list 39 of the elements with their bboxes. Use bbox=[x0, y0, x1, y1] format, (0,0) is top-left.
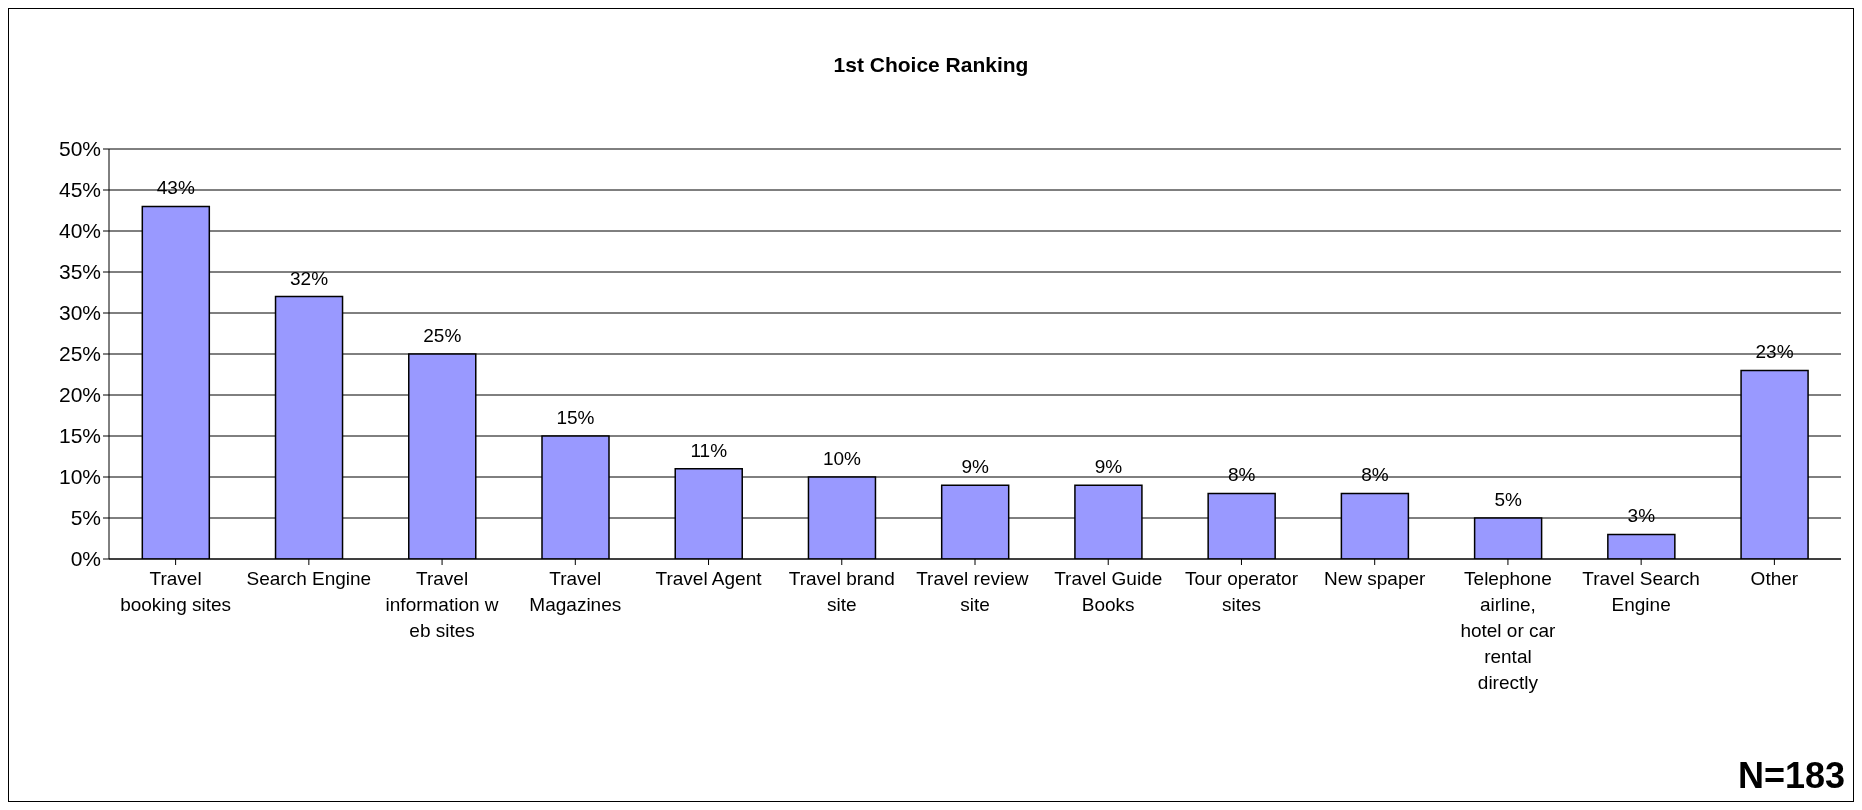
y-tick-label: 45% bbox=[58, 178, 101, 202]
data-label: 11% bbox=[690, 439, 728, 461]
text: N=183 bbox=[1737, 755, 1845, 797]
y-tick-label: 15% bbox=[58, 424, 101, 448]
data-label: 15% bbox=[556, 407, 595, 428]
y-tick-label: 25% bbox=[58, 342, 101, 366]
y-tick-label: 5% bbox=[70, 506, 101, 530]
y-tick-label: 35% bbox=[58, 260, 101, 284]
y-tick-label: 20% bbox=[58, 383, 101, 407]
data-label: 9% bbox=[961, 456, 990, 478]
data-label: 23% bbox=[1755, 341, 1794, 363]
x-tick-label: Travel booking sites bbox=[120, 568, 232, 615]
x-tick-label: Travel review site bbox=[916, 568, 1034, 615]
x-tick-label: Other bbox=[1750, 568, 1799, 589]
x-tick-label: Telephone airline, hotel or car rental directly bbox=[1460, 568, 1557, 693]
data-label: 8% bbox=[1227, 464, 1256, 486]
x-tick-label: Travel information w eb sites bbox=[385, 568, 499, 641]
data-label: 43% bbox=[156, 177, 195, 199]
x-tick-label: Travel Search Engine bbox=[1582, 568, 1700, 615]
x-tick-label: Travel Magazines bbox=[529, 568, 622, 615]
data-label: 5% bbox=[1494, 489, 1522, 510]
data-label: 3% bbox=[1627, 505, 1656, 527]
x-tick-label: Travel Agent bbox=[655, 568, 763, 589]
data-label: 9% bbox=[1094, 456, 1123, 478]
x-tick-label: Travel Guide Books bbox=[1054, 568, 1163, 615]
x-tick-label: Search Engine bbox=[246, 568, 372, 589]
data-label: 10% bbox=[822, 448, 862, 469]
data-label: 25% bbox=[423, 325, 462, 346]
y-tick-label: 0% bbox=[70, 547, 101, 571]
data-label: 8% bbox=[1361, 464, 1389, 486]
x-tick-label: New spaper bbox=[1324, 568, 1427, 589]
y-tick-label: 30% bbox=[58, 301, 101, 325]
x-tick-label: Travel brand site bbox=[788, 568, 895, 615]
data-label: 32% bbox=[290, 267, 329, 289]
y-tick-label: 40% bbox=[58, 219, 101, 243]
chart-title: 1st Choice Ranking bbox=[832, 52, 1030, 78]
y-tick-label: 50% bbox=[58, 137, 101, 161]
x-tick-label: Tour operator sites bbox=[1184, 568, 1299, 615]
y-tick-label: 10% bbox=[58, 465, 101, 489]
